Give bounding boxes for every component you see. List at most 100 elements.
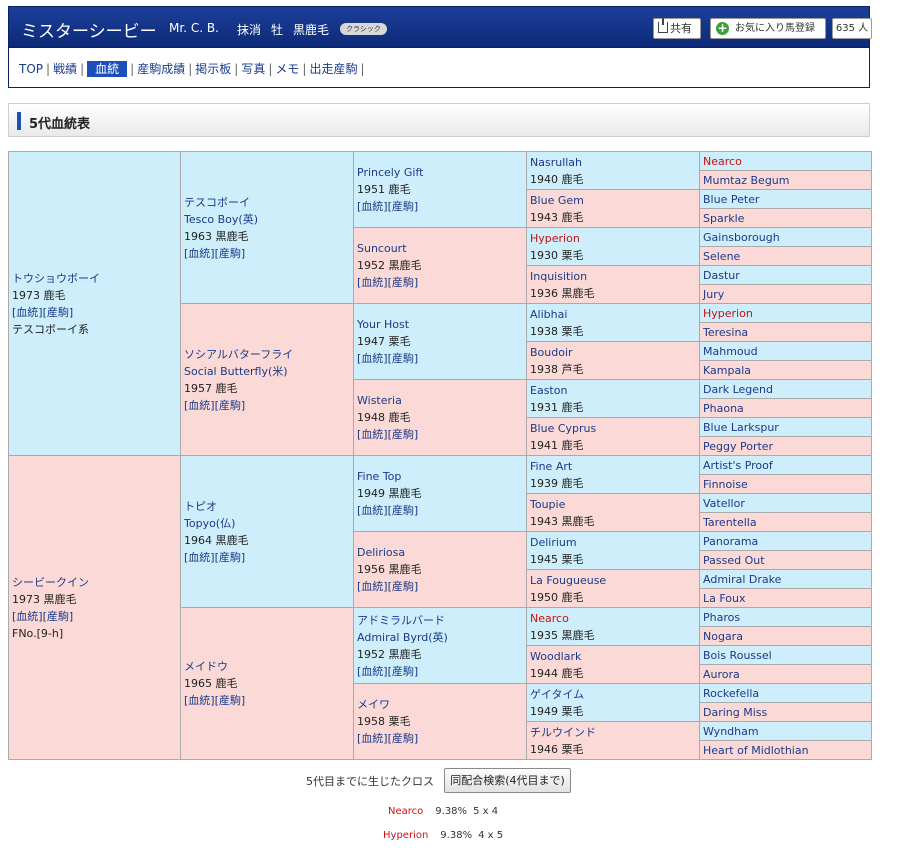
blood-link[interactable]: [血統] bbox=[357, 428, 388, 441]
ancestor-name[interactable]: Deliriosa bbox=[357, 546, 406, 559]
progeny-link[interactable]: [産駒] bbox=[42, 609, 74, 623]
tab-label[interactable]: 出走産駒 bbox=[309, 62, 358, 76]
ancestor-name[interactable]: Nasrullah bbox=[530, 155, 583, 169]
favorite-register-button[interactable]: + お気に入り馬登録 bbox=[710, 18, 826, 39]
ancestor-name[interactable]: トウショウボーイ bbox=[12, 271, 100, 285]
ancestor-name[interactable]: Finnoise bbox=[703, 477, 748, 491]
ancestor-name[interactable]: La Foux bbox=[703, 591, 746, 605]
ancestor-name[interactable]: Woodlark bbox=[530, 649, 582, 663]
progeny-link[interactable]: [産駒] bbox=[214, 694, 246, 707]
ancestor-name[interactable]: Tarentella bbox=[703, 515, 757, 529]
tab-label[interactable]: 戦績 bbox=[53, 62, 78, 76]
ancestor-name[interactable]: Mahmoud bbox=[703, 344, 758, 358]
tab-label[interactable]: 血統 bbox=[87, 61, 128, 77]
blood-link[interactable]: [血統] bbox=[357, 580, 388, 593]
tab-item[interactable]: 出走産駒 | bbox=[309, 60, 367, 77]
ancestor-name[interactable]: Dark Legend bbox=[703, 382, 774, 396]
progeny-link[interactable]: [産駒] bbox=[387, 580, 419, 593]
ancestor-name[interactable]: Phaona bbox=[703, 401, 744, 415]
cross-horse-name[interactable]: Nearco bbox=[388, 806, 424, 817]
ancestor-name[interactable]: Jury bbox=[703, 287, 725, 301]
ancestor-name[interactable]: ソシアルバターフライ bbox=[184, 347, 294, 361]
progeny-link[interactable]: [産駒] bbox=[214, 550, 246, 564]
ancestor-name-en[interactable]: Topyo(仏) bbox=[184, 516, 236, 530]
tab-label[interactable]: 写真 bbox=[241, 62, 266, 76]
ancestor-name-en[interactable]: Social Butterfly(米) bbox=[184, 364, 288, 378]
ancestor-name[interactable]: Your Host bbox=[357, 318, 410, 331]
ancestor-name[interactable]: Daring Miss bbox=[703, 705, 768, 719]
ancestor-name[interactable]: Fine Top bbox=[357, 470, 402, 483]
tab-label[interactable]: TOP bbox=[19, 62, 44, 76]
ancestor-name[interactable]: Kampala bbox=[703, 363, 751, 377]
ancestor-name[interactable]: Blue Gem bbox=[530, 193, 584, 207]
ancestor-name[interactable]: Alibhai bbox=[530, 307, 568, 321]
ancestor-name[interactable]: Blue Cyprus bbox=[530, 421, 597, 435]
ancestor-name[interactable]: テスコボーイ bbox=[184, 195, 250, 209]
ancestor-name-en[interactable]: Tesco Boy(英) bbox=[184, 212, 258, 226]
ancestor-name[interactable]: Aurora bbox=[703, 667, 740, 681]
progeny-link[interactable]: [産駒] bbox=[214, 246, 246, 260]
ancestor-name[interactable]: Delirium bbox=[530, 535, 577, 549]
ancestor-name[interactable]: Toupie bbox=[530, 497, 566, 511]
blood-link[interactable]: [血統] bbox=[357, 200, 388, 213]
tab-item[interactable]: 写真 | bbox=[241, 60, 275, 77]
blood-link[interactable]: [血統] bbox=[184, 694, 215, 707]
ancestor-name[interactable]: Bois Roussel bbox=[703, 648, 772, 662]
blood-link[interactable]: [血統] bbox=[357, 276, 388, 289]
ancestor-name[interactable]: Gainsborough bbox=[703, 230, 780, 244]
tab-item[interactable]: 産駒成績 | bbox=[137, 60, 195, 77]
ancestor-name[interactable]: Heart of Midlothian bbox=[703, 743, 809, 757]
ancestor-name[interactable]: Panorama bbox=[703, 534, 759, 548]
same-breeding-search-button[interactable]: 同配合検索(4代目まで) bbox=[444, 768, 571, 793]
progeny-link[interactable]: [産駒] bbox=[387, 504, 419, 517]
ancestor-name[interactable]: トピオ bbox=[184, 499, 217, 513]
tab-label[interactable]: 掲示板 bbox=[195, 62, 232, 76]
progeny-link[interactable]: [産駒] bbox=[387, 428, 419, 441]
share-button[interactable]: 共有 bbox=[653, 18, 701, 39]
ancestor-name[interactable]: Boudoir bbox=[530, 345, 573, 359]
progeny-link[interactable]: [産駒] bbox=[42, 305, 74, 319]
ancestor-name[interactable]: Artist's Proof bbox=[703, 458, 773, 472]
cross-horse-name[interactable]: Hyperion bbox=[383, 830, 429, 841]
ancestor-name[interactable]: La Fougueuse bbox=[530, 573, 607, 587]
ancestor-name[interactable]: Suncourt bbox=[357, 242, 407, 255]
tab-item[interactable]: メモ | bbox=[275, 60, 309, 77]
ancestor-name[interactable]: Pharos bbox=[703, 610, 741, 624]
progeny-link[interactable]: [産駒] bbox=[387, 200, 419, 213]
ancestor-name[interactable]: Blue Peter bbox=[703, 192, 760, 206]
blood-link[interactable]: [血統] bbox=[12, 305, 43, 319]
progeny-link[interactable]: [産駒] bbox=[214, 398, 246, 412]
ancestor-name[interactable]: Mumtaz Begum bbox=[703, 173, 790, 187]
progeny-link[interactable]: [産駒] bbox=[387, 664, 419, 678]
tab-label[interactable]: 産駒成績 bbox=[137, 62, 186, 76]
ancestor-name[interactable]: Rockefella bbox=[703, 686, 760, 700]
blood-link[interactable]: [血統] bbox=[357, 352, 388, 365]
blood-link[interactable]: [血統] bbox=[184, 246, 215, 260]
tab-item[interactable]: TOP | bbox=[19, 62, 53, 76]
ancestor-name[interactable]: Blue Larkspur bbox=[703, 420, 779, 434]
ancestor-name[interactable]: Wyndham bbox=[703, 724, 759, 738]
progeny-link[interactable]: [産駒] bbox=[387, 352, 419, 365]
progeny-link[interactable]: [産駒] bbox=[387, 732, 419, 745]
tab-item[interactable]: 戦績 | bbox=[53, 60, 87, 77]
blood-link[interactable]: [血統] bbox=[357, 732, 388, 745]
ancestor-name[interactable]: Selene bbox=[703, 249, 741, 263]
ancestor-name[interactable]: Nogara bbox=[703, 629, 743, 643]
tab-label[interactable]: メモ bbox=[275, 62, 300, 76]
ancestor-name[interactable]: Passed Out bbox=[703, 553, 765, 567]
ancestor-name[interactable]: Inquisition bbox=[530, 269, 588, 283]
ancestor-name[interactable]: Princely Gift bbox=[357, 166, 424, 179]
ancestor-name[interactable]: Admiral Drake bbox=[703, 572, 782, 586]
ancestor-name[interactable]: Wisteria bbox=[357, 394, 402, 407]
ancestor-name[interactable]: チルウインド bbox=[530, 725, 596, 739]
blood-link[interactable]: [血統] bbox=[12, 609, 43, 623]
ancestor-name[interactable]: メイワ bbox=[357, 698, 390, 711]
ancestor-name[interactable]: Teresina bbox=[703, 325, 749, 339]
progeny-link[interactable]: [産駒] bbox=[387, 276, 419, 289]
ancestor-name-en[interactable]: Admiral Byrd(英) bbox=[357, 630, 448, 644]
ancestor-name[interactable]: Sparkle bbox=[703, 211, 745, 225]
ancestor-name[interactable]: アドミラルバード bbox=[357, 613, 445, 627]
blood-link[interactable]: [血統] bbox=[184, 550, 215, 564]
ancestor-name[interactable]: メイドウ bbox=[184, 660, 228, 673]
ancestor-name[interactable]: Easton bbox=[530, 383, 568, 397]
